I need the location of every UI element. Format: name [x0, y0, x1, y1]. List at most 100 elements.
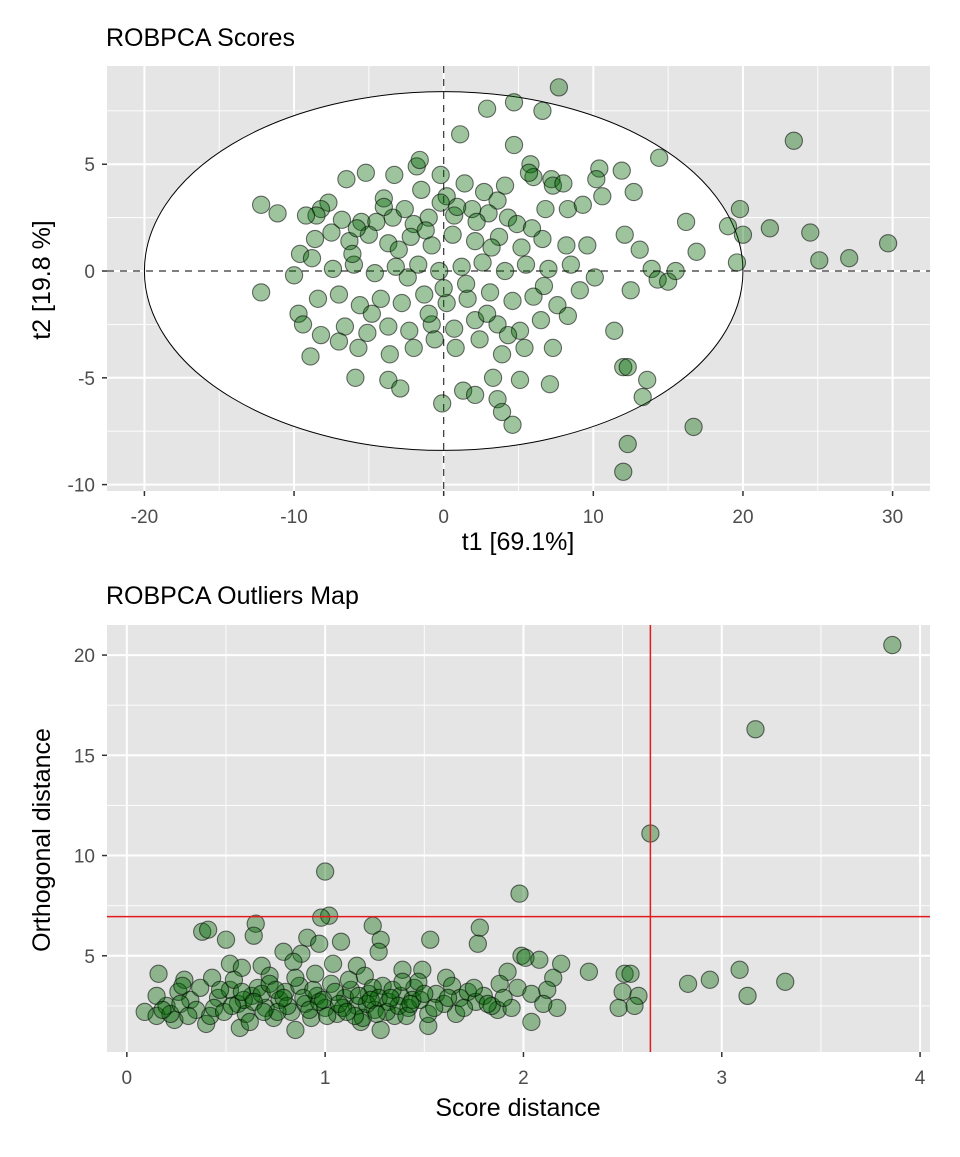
outliers-points	[135, 635, 902, 1040]
x-tick-label: -20	[131, 507, 158, 528]
scores-points	[251, 78, 898, 481]
distance-point	[502, 998, 521, 1018]
score-point	[498, 325, 518, 345]
score-point	[727, 253, 747, 272]
score-point	[289, 304, 308, 323]
score-point	[356, 163, 376, 182]
outliers-x-axis-title: Score distance	[435, 1094, 600, 1122]
score-point	[488, 191, 507, 210]
score-point	[416, 221, 435, 240]
distance-point	[204, 998, 224, 1018]
y-tick-label: -5	[78, 369, 95, 390]
x-tick-label: 30	[882, 507, 903, 528]
score-point	[549, 78, 569, 97]
distance-point	[220, 980, 240, 1000]
score-point	[296, 206, 316, 225]
distance-point	[883, 635, 902, 655]
distance-point	[367, 1004, 386, 1024]
distance-point	[389, 996, 408, 1016]
score-point	[415, 285, 434, 304]
scores-x-ticks: -20 -10 0 10 20 30	[131, 491, 903, 528]
x-tick-label: 0	[438, 507, 449, 528]
score-point	[480, 283, 500, 302]
outliers-gridlines	[107, 625, 930, 1052]
score-point	[590, 159, 609, 178]
x-tick-label: 10	[583, 507, 604, 528]
score-point	[516, 255, 536, 274]
distance-point	[244, 992, 263, 1012]
score-point	[450, 125, 470, 144]
score-point	[337, 170, 356, 189]
distance-point	[314, 990, 333, 1010]
distance-point	[490, 974, 509, 993]
distance-point	[216, 930, 236, 949]
distance-point	[331, 932, 351, 951]
score-point	[437, 293, 456, 313]
score-point	[268, 204, 287, 223]
distance-point	[298, 928, 317, 947]
distance-point	[179, 1006, 198, 1026]
outliers-y-ticks: 5 10 15 20	[74, 646, 107, 968]
score-point	[542, 170, 561, 189]
score-point	[614, 462, 633, 481]
score-point	[492, 345, 512, 364]
score-point	[633, 387, 652, 407]
score-point	[733, 225, 753, 244]
score-point	[470, 330, 489, 349]
score-point	[465, 385, 485, 405]
score-point	[477, 99, 497, 118]
distance-point	[548, 998, 567, 1018]
distance-point	[274, 942, 293, 961]
score-point	[307, 206, 326, 225]
score-point	[510, 321, 530, 340]
score-point	[380, 345, 399, 364]
score-point	[419, 304, 438, 323]
score-point	[409, 255, 428, 274]
distance-point	[464, 978, 484, 997]
distance-point	[516, 948, 535, 967]
score-point	[570, 281, 590, 300]
distance-point	[222, 996, 242, 1016]
score-point	[810, 251, 829, 270]
score-point	[322, 223, 341, 242]
distance-point	[454, 998, 474, 1018]
distance-point	[254, 1002, 273, 1022]
distance-point	[306, 964, 325, 983]
distance-point	[323, 954, 343, 973]
distance-point	[401, 994, 420, 1014]
score-point	[311, 325, 331, 345]
score-point	[561, 255, 581, 274]
score-point	[302, 249, 322, 268]
distance-point	[252, 984, 271, 1004]
distance-point	[266, 980, 285, 1000]
score-point	[489, 227, 509, 247]
score-point	[404, 338, 423, 358]
distance-point	[625, 996, 644, 1016]
x-tick-label: 0	[122, 1068, 133, 1089]
score-point	[400, 321, 419, 340]
x-tick-label: 20	[732, 507, 753, 528]
distance-point	[730, 960, 749, 979]
scores-plot: ROBPCA Scores -20 -10 0 10 20 30 -10 -5 0 5 t1 […	[28, 24, 930, 556]
distance-point	[246, 914, 265, 933]
distance-point	[700, 970, 720, 989]
score-point	[433, 394, 452, 413]
y-tick-label: 5	[84, 947, 95, 968]
score-point	[630, 240, 649, 259]
distance-point	[284, 952, 303, 971]
score-point	[332, 210, 352, 229]
distance-point	[149, 964, 168, 983]
distance-point	[579, 962, 599, 981]
distance-point	[304, 980, 323, 1000]
outliers-map-plot: ROBPCA Outliers Map 0 1 2 3 4 5 10 15 20 Score …	[28, 582, 930, 1122]
score-point	[614, 357, 633, 377]
score-point	[455, 174, 474, 193]
score-point	[412, 180, 431, 200]
distance-point	[468, 934, 487, 953]
score-point	[510, 370, 530, 390]
distance-point	[274, 988, 293, 1008]
score-point	[624, 182, 643, 202]
score-point	[434, 278, 453, 298]
score-point	[676, 212, 696, 232]
